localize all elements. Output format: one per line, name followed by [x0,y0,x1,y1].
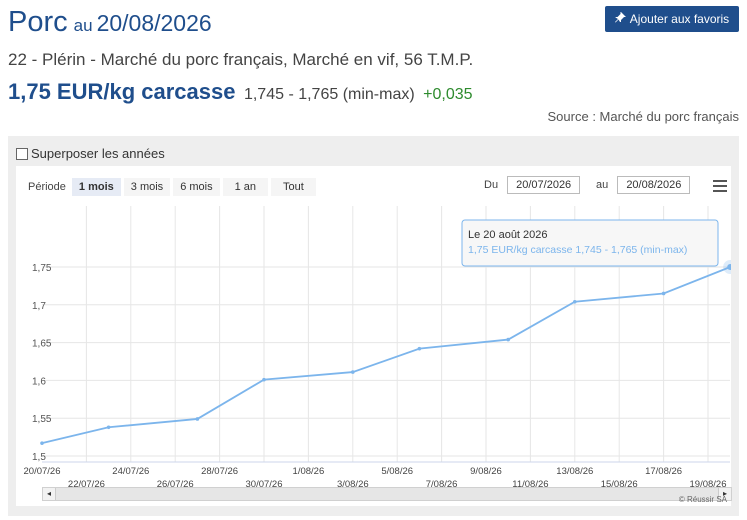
x-tick-label: 15/08/26 [601,479,638,490]
product-name: Porc [8,6,68,38]
add-favorite-button[interactable]: Ajouter aux favoris [605,6,739,32]
x-tick-label: 9/08/26 [470,466,502,477]
period-selector: Période 1 mois 3 mois 6 mois 1 an Tout [28,178,319,196]
page-title: Porc au 20/08/2026 [8,6,212,39]
x-tick-label: 1/08/26 [293,466,325,477]
x-tick-label: 7/08/26 [426,479,458,490]
period-label: Période [28,181,66,193]
series-line [41,266,731,445]
tooltip-text: 1,75 EUR/kg carcasse 1,745 - 1,765 (min-… [468,244,687,256]
overlay-checkbox[interactable] [16,147,28,160]
line-chart: 1,5 1,55 1,6 1,65 1,7 1,75 20/07/26 24/07/26 28/… [24,206,731,490]
pin-icon [614,12,626,26]
data-point [262,377,266,382]
chart-scrollbar[interactable]: ◂ ▸ [42,487,732,501]
data-point [351,370,355,374]
market-subtitle: 22 - Plérin - Marché du porc français, M… [8,50,474,69]
data-point [573,299,577,304]
x-tick-label: 19/08/26 [690,479,727,490]
x-tick-label: 28/07/26 [201,466,238,477]
data-point [727,264,731,270]
price-line: 1,75 EUR/kg carcasse 1,745 - 1,765 (min-… [8,79,473,105]
tooltip-box [461,219,719,267]
price-date: 20/08/2026 [96,10,212,36]
data-point-halo [723,260,731,274]
source-text: Source : Marché du porc français [547,109,739,124]
y-tick-label: 1,5 [32,452,46,463]
y-tick-label: 1,55 [32,414,52,425]
period-button-all[interactable]: Tout [271,178,316,196]
x-tick-label: 24/07/26 [112,466,149,477]
scroll-left-icon[interactable]: ◂ [43,488,56,500]
price-value: 1,75 EUR/kg carcasse [8,79,236,104]
period-button-1-month[interactable]: 1 mois [71,178,121,196]
x-tick-label: 3/08/26 [337,479,369,490]
date-to-input[interactable]: 20/08/2026 [617,176,691,194]
au-label: au [73,16,93,35]
date-to: au 20/08/2026 [596,176,691,194]
x-tick-label: 22/07/26 [68,479,105,490]
chart-area: Période 1 mois 3 mois 6 mois 1 an Tout D… [16,166,732,506]
x-tick-label: 13/08/26 [556,466,593,477]
data-point [40,441,44,445]
data-point [417,346,422,351]
x-tick-label: 5/08/26 [381,466,413,477]
y-tick-label: 1,6 [32,376,46,387]
y-tick-label: 1,7 [32,301,46,312]
data-point [506,337,511,342]
x-tick-label: 11/08/26 [512,479,548,490]
overlay-years-toggle[interactable]: Superposer les années [16,146,165,161]
period-button-1-year[interactable]: 1 an [222,178,269,196]
date-to-label: au [596,179,609,191]
x-tick-label: 30/07/26 [246,479,283,490]
overlay-label: Superposer les années [31,146,165,161]
copyright-text: © Réussir SA [678,495,727,504]
data-point [195,417,200,421]
data-point [661,291,666,296]
period-button-3-months[interactable]: 3 mois [123,178,171,196]
chart-tooltip: Le 20 août 2026 1,75 EUR/kg carcasse 1,7… [461,219,719,267]
x-tick-label: 17/08/26 [645,466,682,477]
date-from-input[interactable]: 20/07/2026 [507,176,581,194]
y-tick-label: 1,65 [32,339,52,350]
y-tick-label: 1,75 [32,263,52,274]
chart-panel: Superposer les années Période 1 mois 3 m… [8,136,739,516]
date-from: Du 20/07/2026 [484,176,581,194]
add-favorite-label: Ajouter aux favoris [629,12,730,26]
date-from-label: Du [484,179,499,191]
x-tick-label: 26/07/26 [157,479,194,490]
tooltip-title: Le 20 août 2026 [468,229,548,241]
period-button-6-months[interactable]: 6 mois [173,178,220,196]
price-range: 1,745 - 1,765 (min-max) [243,86,415,103]
x-tick-label: 20/07/26 [24,466,61,477]
scroll-right-icon[interactable]: ▸ [718,488,731,500]
price-variation: +0,035 [423,86,473,103]
chart-menu-icon[interactable] [713,180,727,195]
data-point [106,425,111,430]
